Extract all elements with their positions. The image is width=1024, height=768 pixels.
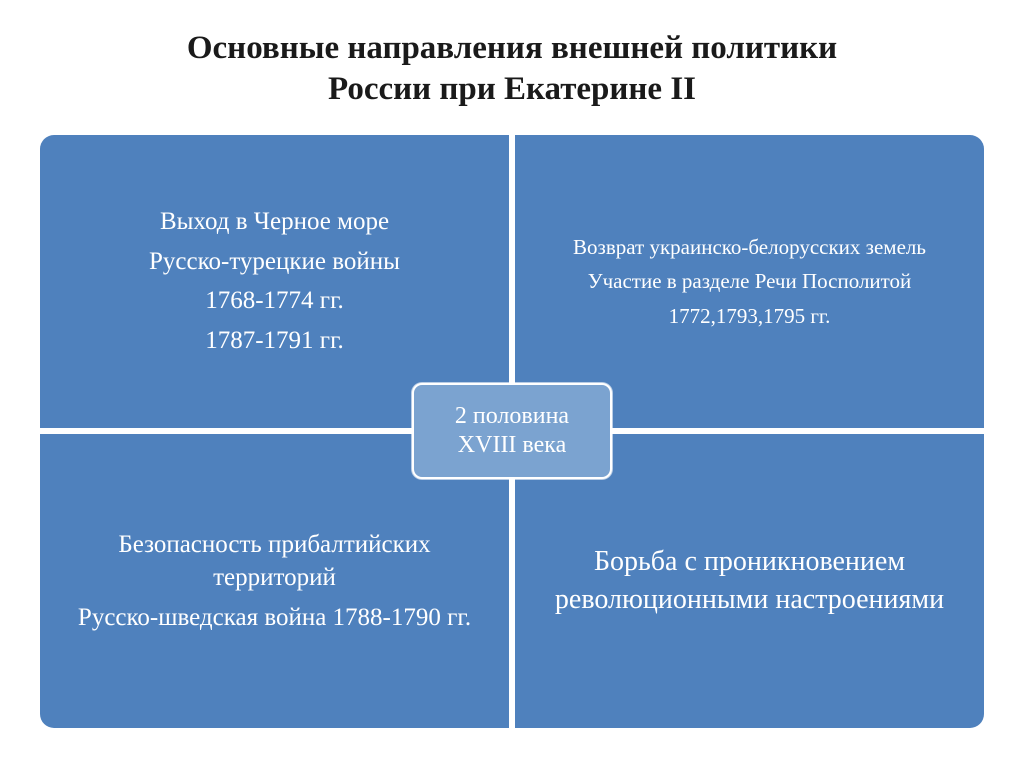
quadrant-line: 1772,1793,1795 гг. [669,302,831,330]
quadrant-line: Выход в Черное море [160,205,389,239]
quadrant-line: 1787-1791 гг. [205,324,344,358]
quadrant-line: Возврат украинско-белорусских земель [573,233,926,261]
diagram: Выход в Черное море Русско-турецкие войны… [40,135,984,729]
quadrant-line: Участие в разделе Речи Посполитой [588,267,912,295]
quadrant-line: Русско-турецкие войны [149,245,400,279]
center-line-1: 2 половина [455,402,569,431]
title-line-2: России при Екатерине II [328,71,696,107]
quadrant-line: Русско-шведская война 1788-1790 гг. [78,601,471,635]
quadrant-line: Борьба с проникновением революционными н… [545,543,954,619]
center-box: 2 половина XVIII века [412,383,612,479]
slide-title: Основные направления внешней политики Ро… [40,28,984,111]
quadrant-line: 1768-1774 гг. [205,284,344,318]
quadrant-line: Безопасность прибалтийских территорий [70,528,479,596]
title-line-1: Основные направления внешней политики [187,30,837,66]
center-line-2: XVIII века [458,431,566,460]
slide: Основные направления внешней политики Ро… [0,0,1024,768]
